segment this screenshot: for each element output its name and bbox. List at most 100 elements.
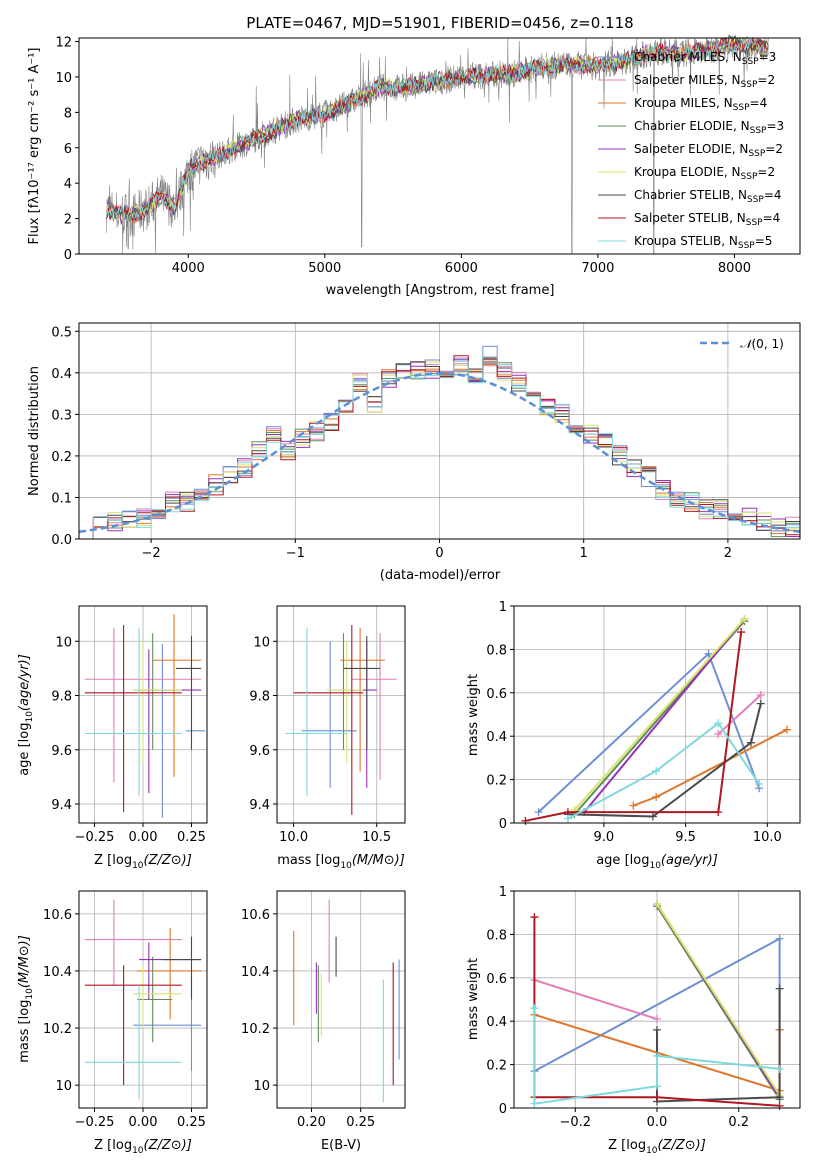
spectrum-plot-area: [105, 34, 769, 255]
histogram-x-ticks: −2 −1 0 1 2: [142, 539, 732, 561]
legend-entry: Salpeter ELODIE, NSSP=2: [634, 142, 783, 159]
svg-text:𝒩(0, 1): 𝒩(0, 1): [740, 337, 784, 351]
mass-vs-metallicity-y-ticks: 10 10.2 10.4 10.6: [43, 908, 79, 1094]
model-spectrum-line: [105, 34, 769, 222]
weight-vs-age-panel: 9.0 9.5 10.0 0 0.2 0.4 0.6 0.8 1 age [log10(age…: [466, 600, 801, 871]
age-vs-metallicity-errorbars: [84, 614, 206, 818]
weight-vs-metallicity-series-line: [534, 979, 658, 1020]
weight-vs-metallicity-point-marker: [653, 1025, 661, 1034]
mass-vs-metallicity-panel: −0.25 0.00 0.25 10 10.2 10.4 10.6 Z [log10(Z/…: [17, 890, 208, 1156]
spectrum-x-tick-label: 5000: [308, 261, 341, 276]
spectrum-y-ticks: 0 2 4 6 8 10 12: [55, 36, 79, 263]
legend-entry: Salpeter STELIB, NSSP=4: [634, 211, 780, 228]
mass-vs-extinction-frame: [276, 890, 406, 1109]
age-vs-metallicity-errorbar: [161, 643, 206, 818]
histogram-x-label: (data-model)/error: [380, 568, 501, 583]
spectrum-y-tick-label: 4: [64, 177, 72, 192]
weight-vs-age-series-line: [583, 618, 746, 813]
weight-vs-age-frame: [513, 605, 801, 824]
age-vs-mass-y-tick-label: 9.6: [249, 744, 270, 759]
histogram-x-tick-label: −2: [142, 546, 161, 561]
weight-vs-metallicity-y-tick-label: 0.4: [486, 1015, 507, 1030]
age-vs-mass-y-tick-label: 10: [253, 635, 270, 650]
age-vs-metallicity-x-tick-label: −0.25: [75, 830, 115, 845]
spectrum-title: PLATE=0467, MJD=51901, FIBERID=0456, z=0…: [246, 14, 633, 32]
weight-vs-age-point-marker: [534, 808, 543, 817]
mass-vs-metallicity-errorbar: [84, 985, 182, 1100]
weight-vs-metallicity-y-label: mass weight: [466, 958, 481, 1040]
weight-vs-age-point-marker: [652, 792, 661, 801]
age-vs-metallicity-x-tick-label: 0.25: [177, 830, 206, 845]
histogram-legend: 𝒩(0, 1): [700, 337, 784, 351]
gaussian-legend-args: (0, 1): [752, 337, 784, 351]
legend-entry: Chabrier ELODIE, NSSP=3: [634, 119, 784, 136]
mass-vs-extinction-x-ticks: 0.20 0.25: [297, 1108, 375, 1130]
age-vs-mass-x-label: mass [log10(M/M⊙)]: [277, 853, 405, 871]
mass-vs-metallicity-errorbar: [137, 928, 202, 1020]
weight-vs-age-y-label: mass weight: [466, 674, 481, 756]
age-vs-mass-x-tick-label: 10.5: [362, 830, 391, 845]
age-vs-mass-y-ticks: 9.4 9.6 9.8 10: [249, 635, 277, 813]
mass-vs-extinction-x-tick-label: 0.20: [297, 1115, 326, 1130]
mass-vs-extinction-y-tick-label: 10.2: [241, 1022, 270, 1037]
mass-vs-metallicity-y-tick-label: 10: [55, 1079, 72, 1094]
mass-vs-metallicity-errorbar: [162, 936, 202, 1000]
spectrum-frame: [78, 37, 801, 255]
weight-vs-age-y-ticks: 0 0.2 0.4 0.6 0.8 1: [486, 600, 514, 832]
age-vs-metallicity-y-tick-label: 10: [55, 635, 72, 650]
mass-vs-extinction-y-ticks: 10 10.2 10.4 10.6: [241, 908, 277, 1094]
mass-vs-metallicity-y-label: mass [log10(M/M⊙)]: [17, 935, 35, 1063]
gaussian-curve: [78, 372, 801, 533]
weight-vs-age-point-marker: [714, 719, 723, 728]
weight-vs-metallicity-y-tick-label: 0.8: [486, 928, 507, 943]
weight-vs-age-series-line: [567, 703, 762, 818]
weight-vs-age-point-marker: [755, 779, 764, 788]
mass-vs-extinction-x-label: E(B-V): [321, 1138, 361, 1153]
weight-vs-metallicity-point-marker: [653, 1093, 661, 1102]
mass-vs-metallicity-errorbar: [84, 899, 182, 986]
age-vs-mass-errorbar: [343, 635, 381, 750]
mass-vs-metallicity-errorbars: [84, 899, 202, 1100]
age-vs-mass-errorbar: [326, 641, 364, 764]
age-vs-mass-x-ticks: 10.0 10.5: [279, 823, 391, 845]
mass-vs-metallicity-errorbar: [133, 965, 182, 1029]
weight-vs-age-point-marker: [782, 725, 791, 734]
weight-vs-age-series-line: [525, 631, 743, 822]
mass-vs-metallicity-y-tick-label: 10.4: [43, 965, 72, 980]
mass-vs-extinction-y-tick-label: 10.6: [241, 908, 270, 923]
age-vs-mass-errorbar: [340, 627, 386, 772]
legend-entry: Kroupa STELIB, NSSP=5: [634, 234, 772, 251]
spectrum-legend: Chabrier MILES, NSSP=3 Salpeter MILES, NS…: [598, 50, 784, 251]
weight-vs-metallicity-point-marker: [530, 913, 539, 922]
histogram-y-ticks: 0.0 0.1 0.2 0.3 0.4 0.5: [51, 325, 79, 548]
age-vs-metallicity-panel: −0.25 0.00 0.25 9.4 9.6 9.8 10 Z [log10(Z/Z⊙)…: [17, 605, 208, 871]
age-vs-metallicity-y-tick-label: 9.6: [51, 744, 72, 759]
mass-vs-metallicity-x-label: Z [log10(Z/Z⊙)]: [94, 1138, 192, 1156]
weight-vs-age-series-line: [573, 618, 746, 811]
weight-vs-age-point-marker: [629, 801, 638, 810]
spectrum-x-tick-label: 4000: [172, 261, 205, 276]
age-vs-mass-errorbars: [285, 624, 397, 815]
weight-vs-age-point-marker: [648, 812, 657, 821]
age-vs-metallicity-x-tick-label: 0.00: [129, 830, 158, 845]
weight-vs-metallicity-x-label: Z [log10(Z/Z⊙)]: [608, 1138, 706, 1156]
age-vs-metallicity-x-ticks: −0.25 0.00 0.25: [75, 823, 206, 845]
weight-vs-age-y-tick-label: 1: [499, 600, 507, 615]
histogram-y-tick-label: 0.5: [51, 325, 72, 340]
weight-vs-metallicity-x-tick-label: −0.2: [559, 1115, 591, 1130]
age-vs-mass-errorbar: [351, 633, 397, 780]
weight-vs-age-y-tick-label: 0.8: [486, 643, 507, 658]
histogram-x-tick-label: −1: [286, 546, 305, 561]
residual-histogram-panel: −2 −1 0 1 2 0.0 0.1 0.2 0.3 0.4 0.5 (data-model)/…: [27, 322, 801, 583]
legend-entry: Chabrier STELIB, NSSP=4: [634, 188, 782, 205]
legend-entry: Salpeter MILES, NSSP=2: [634, 73, 775, 90]
weight-vs-metallicity-x-tick-label: 0.0: [647, 1115, 668, 1130]
spectrum-y-label: Flux [fλ10⁻¹⁷ erg cm⁻² s⁻¹ A⁻¹]: [27, 48, 42, 245]
spectrum-panel: PLATE=0467, MJD=51901, FIBERID=0456, z=0…: [27, 14, 801, 298]
weight-vs-age-series-line: [567, 721, 760, 820]
weight-vs-metallicity-y-tick-label: 1: [499, 885, 507, 900]
spectrum-x-tick-label: 8000: [718, 261, 751, 276]
weight-vs-age-point-marker: [714, 808, 723, 817]
weight-vs-age-x-tick-label: 9.5: [675, 830, 696, 845]
histogram-y-tick-label: 0.4: [51, 367, 72, 382]
